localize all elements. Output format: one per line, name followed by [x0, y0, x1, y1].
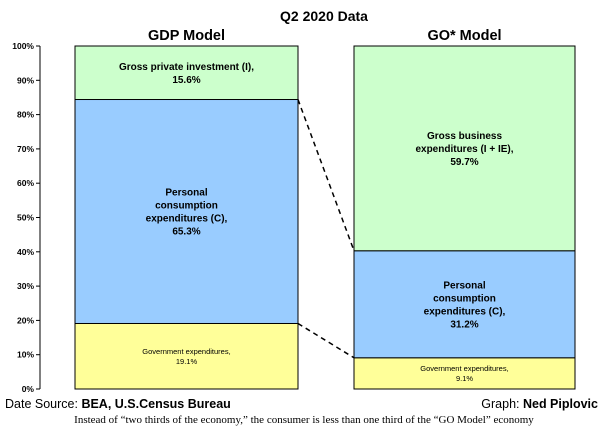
- data-label: Gross business expenditures (I + IE), 59.7…: [415, 131, 513, 168]
- connector-line: [297, 99, 355, 252]
- y-tick-label: 80%: [17, 110, 34, 120]
- y-tick-label: 30%: [17, 281, 34, 291]
- graph-label: Graph:: [481, 397, 523, 411]
- category-label: GDP Model: [148, 28, 225, 44]
- bar-segment: [74, 99, 299, 324]
- y-tick-label: 0%: [22, 384, 35, 394]
- y-tick-label: 70%: [17, 144, 34, 154]
- y-tick-label: 90%: [17, 75, 34, 85]
- y-tick-label: 100%: [12, 41, 34, 51]
- graph-credit: Graph: Ned Piplovic: [481, 397, 598, 411]
- y-tick-label: 40%: [17, 247, 34, 257]
- source-value: BEA, U.S.Census Bureau: [81, 397, 231, 411]
- bar-segment: [353, 45, 576, 252]
- bar-segment: [74, 322, 299, 390]
- y-tick-label: 20%: [17, 315, 34, 325]
- data-label: Gross private investment (I), 15.6%: [119, 62, 254, 86]
- data-source-note: Date Source: BEA, U.S.Census Bureau: [5, 397, 231, 411]
- category-label: GO* Model: [427, 28, 501, 44]
- data-label: Personal consumption expenditures (C), 65.3…: [146, 187, 228, 237]
- y-tick-label: 60%: [17, 178, 34, 188]
- data-label: Personal consumption expenditures (C), 31.2…: [424, 280, 506, 330]
- connector-line: [297, 322, 355, 359]
- bar-segment: [74, 45, 299, 101]
- bar-segment: [353, 250, 576, 359]
- data-label: Government expenditures, 19.1%: [142, 347, 230, 366]
- data-label: Government expenditures, 9.1%: [420, 364, 508, 383]
- y-tick-label: 50%: [17, 213, 34, 223]
- graph-author: Ned Piplovic: [522, 397, 598, 411]
- chart-title: Q2 2020 Data: [280, 8, 368, 24]
- source-label: Date Source:: [5, 397, 82, 411]
- chart-caption: Instead of “two thirds of the economy,” …: [74, 414, 534, 426]
- y-tick-label: 10%: [17, 350, 34, 360]
